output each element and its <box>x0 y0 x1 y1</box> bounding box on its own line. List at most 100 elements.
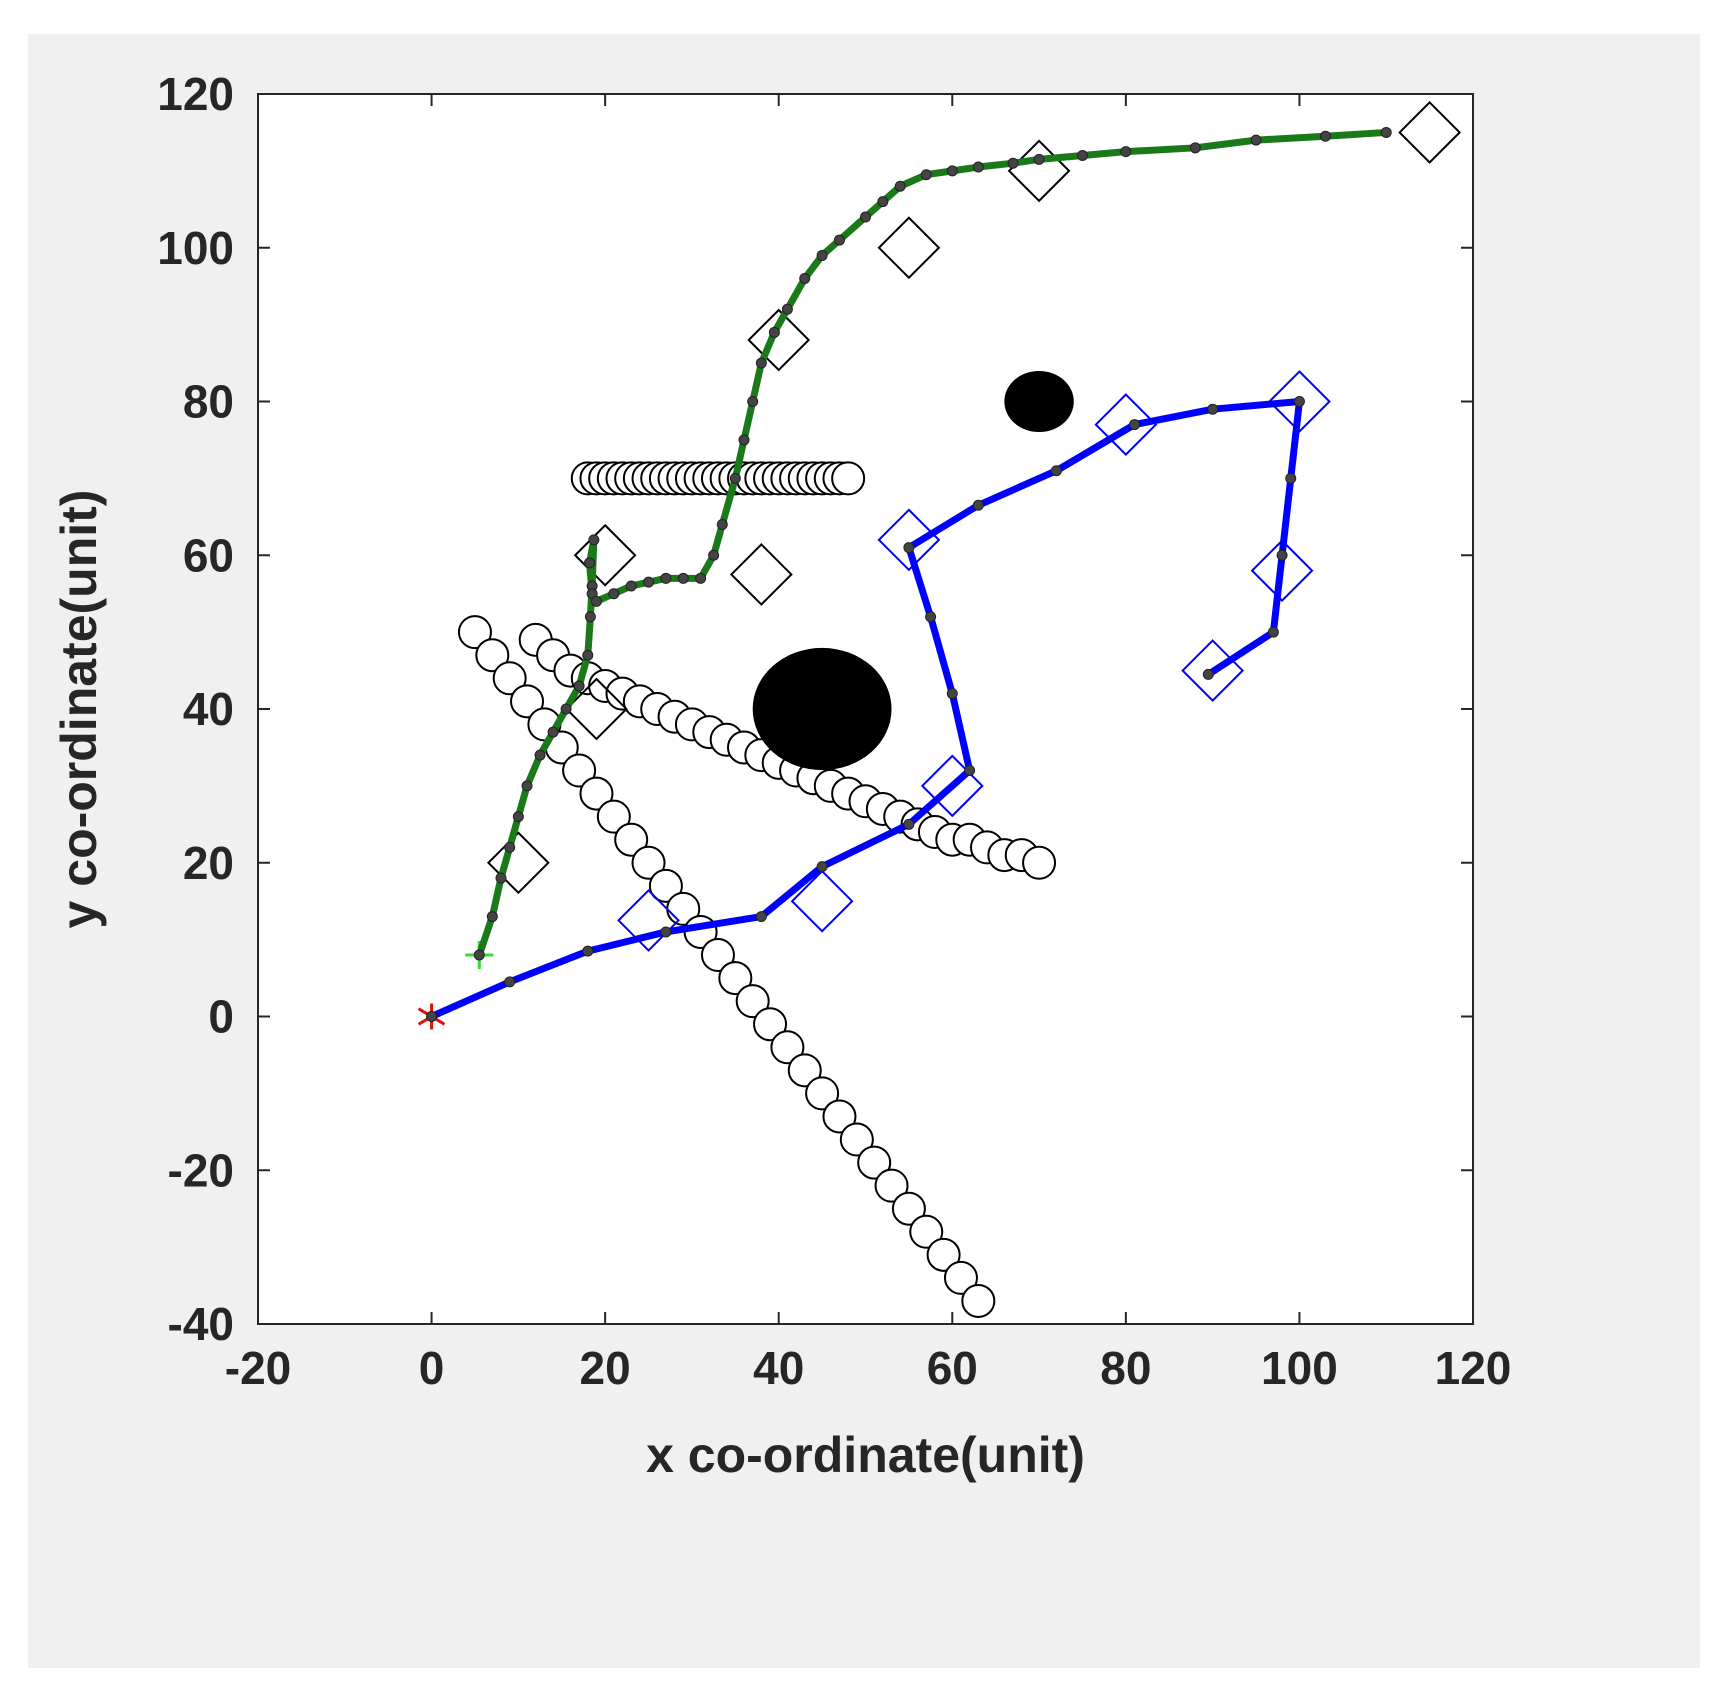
series-7 <box>752 370 1074 771</box>
path-point <box>695 572 707 584</box>
diamond-marker <box>617 888 680 952</box>
path-point <box>738 434 750 446</box>
path-point <box>534 749 546 761</box>
obstacle-point <box>753 1007 788 1042</box>
obstacle-point <box>1022 845 1057 880</box>
path-point <box>816 861 828 873</box>
x-axis-label: x co-ordinate(unit) <box>646 1427 1085 1483</box>
obstacle-point <box>700 938 735 972</box>
obstacle-point <box>831 461 866 496</box>
path-point <box>816 249 828 261</box>
path-point <box>1050 465 1062 477</box>
path-point <box>512 811 524 823</box>
path-point <box>1285 472 1297 484</box>
diamond-marker <box>565 677 628 741</box>
path-point <box>1250 134 1262 146</box>
path-point <box>729 472 741 484</box>
path-point <box>1380 126 1392 138</box>
path-point <box>1293 396 1305 407</box>
obstacle-point <box>839 1122 874 1157</box>
path-point <box>755 911 767 923</box>
path-point <box>946 165 958 177</box>
series-2 <box>457 615 996 1318</box>
diamond-marker <box>1250 539 1314 603</box>
diamond-marker <box>920 754 984 818</box>
obstacle-point <box>891 1191 926 1226</box>
obstacle-point <box>562 753 597 788</box>
path-point <box>521 780 533 792</box>
obstacle-point <box>510 684 545 719</box>
y-tick-label: 60 <box>183 529 234 581</box>
path-point <box>972 161 984 173</box>
x-tick-label: 20 <box>580 1342 631 1394</box>
x-tick-labels: -20 0 20 40 60 80 100 120 <box>225 1342 1512 1394</box>
path-point <box>495 872 507 884</box>
diamond-marker <box>1398 101 1462 164</box>
y-tick-labels: -40 -20 0 20 40 60 80 100 120 <box>157 68 234 1350</box>
y-tick-label: 100 <box>157 222 234 274</box>
path-point <box>877 196 889 208</box>
path-point <box>903 818 915 830</box>
path-point <box>588 534 600 546</box>
diamond-marker <box>747 308 811 372</box>
y-tick-label: 0 <box>208 991 234 1043</box>
obstacle-point <box>648 868 683 903</box>
path-point <box>584 611 596 623</box>
obstacle-point <box>596 799 631 834</box>
path-point <box>1033 153 1045 165</box>
y-tick-label: -40 <box>168 1298 234 1350</box>
diamond-marker <box>1094 393 1158 456</box>
series-1 <box>426 396 1305 1022</box>
path-point <box>747 396 759 407</box>
x-tick-label: 40 <box>753 1342 804 1394</box>
series-0 <box>473 126 1392 961</box>
path-point <box>920 169 932 181</box>
obstacle-point <box>787 1053 822 1088</box>
path-point <box>860 211 871 223</box>
path-point <box>946 688 958 700</box>
path-point <box>799 273 811 284</box>
path-point <box>573 680 585 692</box>
path-point <box>1007 157 1019 169</box>
obstacle-point <box>492 661 527 696</box>
y-axis-label: y co-ordinate(unit) <box>51 490 107 929</box>
obstacle-point <box>631 845 666 880</box>
path-point <box>768 326 780 338</box>
y-tick-label: 120 <box>157 68 234 120</box>
figure-background: -20 0 20 40 60 80 100 120 -40 -20 0 20 40 60 80 100 120… <box>28 34 1700 1668</box>
x-tick-label: 80 <box>1100 1342 1151 1394</box>
series-4 <box>570 461 866 496</box>
path-point <box>608 588 620 600</box>
path-point <box>1202 668 1214 680</box>
x-tick-label: 0 <box>419 1342 445 1394</box>
diamond-marker <box>729 543 793 606</box>
obstacle-point <box>579 776 614 811</box>
chart-svg: -20 0 20 40 60 80 100 120 -40-20020406080100120… <box>51 68 1512 1483</box>
path-point <box>582 945 594 957</box>
y-tick-label: 20 <box>183 837 234 889</box>
path-point <box>1189 142 1201 154</box>
path-point <box>894 180 906 192</box>
obstacle-point <box>457 615 492 650</box>
obstacle-point <box>926 1237 961 1272</box>
series-layer <box>417 101 1462 1318</box>
path-point <box>660 572 672 584</box>
diamond-marker <box>877 508 941 572</box>
path-point <box>781 303 793 315</box>
path-point <box>1129 419 1141 431</box>
path-point <box>473 949 485 961</box>
path-point <box>1207 403 1219 415</box>
path-point <box>964 765 976 776</box>
diamond-marker <box>790 869 854 933</box>
static-obstacle <box>752 647 892 771</box>
ticks <box>257 93 1474 1325</box>
diamond-marker <box>877 216 941 280</box>
obstacle-point <box>874 1168 909 1203</box>
path-point <box>560 703 572 715</box>
obstacle-point <box>770 1030 805 1065</box>
path-point <box>903 542 915 554</box>
path-point <box>660 926 672 938</box>
obstacle-point <box>805 1076 840 1111</box>
path-point <box>504 976 516 988</box>
path-point <box>486 911 498 923</box>
